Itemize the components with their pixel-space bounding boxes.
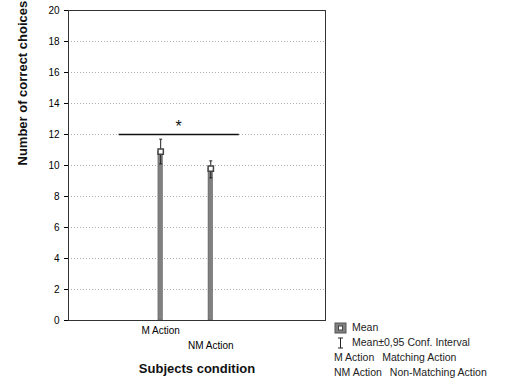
svg-text:0: 0 [54, 315, 60, 326]
svg-text:4: 4 [54, 253, 60, 264]
svg-text:6: 6 [54, 222, 60, 233]
html-text:Mean: Mean [352, 321, 379, 333]
svg-text:14: 14 [48, 98, 60, 109]
html-text:Matching Action: Matching Action [382, 351, 457, 363]
svg-text:12: 12 [48, 129, 60, 140]
html-text:NM Action: NM Action [334, 366, 382, 378]
svg-text:2: 2 [54, 284, 60, 295]
svg-text:20: 20 [48, 5, 60, 16]
html-text:Non-Matching Action: Non-Matching Action [389, 366, 487, 378]
html-text:M Action: M Action [334, 351, 375, 363]
svg-text:16: 16 [48, 67, 60, 78]
svg-text:Subjects condition: Subjects condition [139, 361, 255, 376]
svg-text:M Action: M Action [141, 325, 179, 336]
svg-text:Number of correct choices: Number of correct choices [15, 1, 30, 166]
svg-text:NM Action: NM Action [188, 340, 234, 351]
svg-text:*: * [176, 118, 182, 135]
svg-text:10: 10 [48, 160, 60, 171]
svg-text:18: 18 [48, 36, 60, 47]
svg-text:8: 8 [54, 191, 60, 202]
html-text:Mean±0,95 Conf. Interval: Mean±0,95 Conf. Interval [352, 336, 470, 348]
